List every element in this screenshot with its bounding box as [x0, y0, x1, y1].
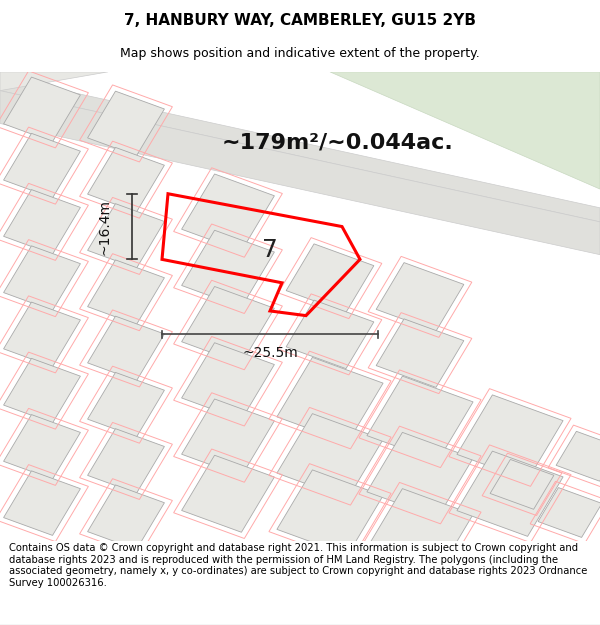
Text: Contains OS data © Crown copyright and database right 2021. This information is : Contains OS data © Crown copyright and d…: [9, 543, 587, 588]
Polygon shape: [4, 414, 80, 479]
Polygon shape: [367, 432, 473, 518]
Polygon shape: [556, 431, 600, 481]
Polygon shape: [0, 72, 108, 91]
Polygon shape: [88, 148, 164, 212]
Polygon shape: [182, 455, 274, 532]
Polygon shape: [4, 358, 80, 423]
Polygon shape: [88, 485, 164, 549]
Polygon shape: [182, 342, 274, 420]
Polygon shape: [4, 246, 80, 311]
Polygon shape: [538, 488, 600, 538]
Polygon shape: [182, 174, 274, 251]
Polygon shape: [4, 471, 80, 536]
Text: 7, HANBURY WAY, CAMBERLEY, GU15 2YB: 7, HANBURY WAY, CAMBERLEY, GU15 2YB: [124, 12, 476, 28]
Polygon shape: [286, 244, 374, 312]
Polygon shape: [330, 72, 600, 189]
Polygon shape: [4, 302, 80, 367]
Polygon shape: [277, 357, 383, 442]
Polygon shape: [4, 189, 80, 254]
Polygon shape: [490, 459, 554, 509]
Text: ~179m²/~0.044ac.: ~179m²/~0.044ac.: [222, 132, 454, 152]
Polygon shape: [277, 470, 383, 555]
Polygon shape: [457, 395, 563, 480]
Polygon shape: [277, 414, 383, 499]
Polygon shape: [367, 489, 473, 574]
Text: 7: 7: [262, 238, 278, 262]
Polygon shape: [182, 286, 274, 364]
Polygon shape: [182, 399, 274, 476]
Polygon shape: [367, 376, 473, 461]
Polygon shape: [376, 262, 464, 331]
Polygon shape: [88, 429, 164, 493]
Polygon shape: [4, 133, 80, 198]
Polygon shape: [0, 76, 600, 222]
Polygon shape: [457, 451, 563, 536]
Polygon shape: [88, 372, 164, 437]
Text: ~16.4m: ~16.4m: [98, 199, 112, 254]
Polygon shape: [0, 91, 600, 255]
Polygon shape: [88, 316, 164, 381]
Polygon shape: [88, 260, 164, 324]
Polygon shape: [88, 91, 164, 156]
Text: Map shows position and indicative extent of the property.: Map shows position and indicative extent…: [120, 48, 480, 61]
Polygon shape: [286, 300, 374, 369]
Polygon shape: [376, 319, 464, 388]
Polygon shape: [182, 230, 274, 308]
Polygon shape: [88, 204, 164, 268]
Text: ~25.5m: ~25.5m: [242, 346, 298, 360]
Polygon shape: [4, 77, 80, 142]
